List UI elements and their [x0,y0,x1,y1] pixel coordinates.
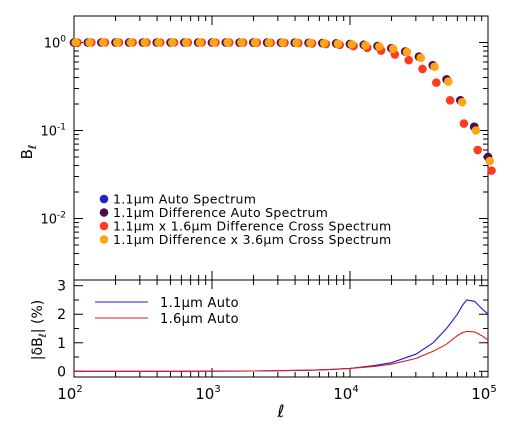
beam-data-points [69,38,496,175]
top-y-axis-label: Bℓ [18,145,39,160]
series-points-0 [69,38,493,162]
data-point [168,38,177,47]
data-point [485,156,495,166]
legend-marker [99,235,109,244]
data-point [471,126,481,135]
series-points-2 [73,38,496,175]
data-point [473,145,483,155]
top-y-tick-label: 10-1 [40,122,66,139]
beam-uncertainty-panel: 0 1 2 3 102 103 104 105 |δBℓ| (%) ℓ 1.1μm Auto… [30,279,497,422]
data-point [264,38,274,47]
legend-label: 1.6μm Auto [160,312,239,327]
x-tick-label: 104 [333,384,358,403]
data-point [416,53,426,63]
legend-marker [99,194,109,204]
data-point [347,39,357,49]
legend-label: 1.1μm Difference Auto Spectrum [113,205,328,220]
bottom-plot-frame [73,279,489,378]
data-point [402,47,412,57]
bottom-y-tick-label: 1 [57,336,66,352]
data-point [375,42,384,51]
data-point [292,38,301,48]
legend-label: 1.1μm Difference x 3.6μm Cross Spectrum [113,232,391,247]
legend-label: 1.1μm Auto [160,296,239,311]
x-tick-label: 105 [471,384,496,403]
data-point [85,38,94,47]
series-points-3 [71,38,495,166]
bottom-x-axis: 102 103 104 105 [57,280,497,403]
data-point [306,38,315,48]
bottom-y-tick-label: 0 [57,364,66,380]
data-point [457,97,467,107]
data-point [432,78,441,87]
data-point [126,38,136,47]
uncertainty-lines [74,299,489,372]
data-point [418,64,427,74]
bottom-y-axis: 0 1 2 3 [57,279,488,380]
legend-marker [99,221,109,231]
data-point [404,55,414,65]
uncertainty-line-1 [74,330,489,372]
data-point [361,40,370,50]
data-point [112,38,122,47]
data-point [140,38,150,47]
data-point [430,62,439,72]
series-points-1 [69,38,493,162]
x-tick-label: 102 [57,384,82,403]
top-y-axis: 100 10-1 10-2 [40,15,488,281]
legend-label: 1.1μm Auto Spectrum [113,192,256,207]
top-x-minor-ticks [73,16,489,280]
top-y-tick-label: 100 [44,34,67,51]
x-tick-label: 103 [195,384,220,403]
x-axis-label: ℓ [276,402,284,422]
data-point [445,96,455,105]
legend-label: 1.1μm x 1.6μm Difference Cross Spectrum [113,219,391,234]
data-point [487,166,496,175]
data-point [319,38,329,48]
data-point [444,77,453,86]
data-point [250,38,260,47]
data-point [388,44,398,54]
data-point [209,38,219,47]
data-point [181,38,191,47]
data-point [71,38,81,47]
data-point [237,38,246,47]
data-point [223,38,232,47]
uncertainty-line-0 [74,299,489,372]
top-y-tick-label: 10-2 [40,210,66,227]
bottom-y-axis-label: |δBℓ| (%) [30,300,49,360]
data-point [278,38,288,47]
data-point [333,39,343,48]
legend-marker [99,208,109,217]
bottom-y-tick-label: 3 [57,279,66,295]
bottom-y-tick-label: 2 [57,307,66,323]
data-point [459,119,469,128]
data-point [98,38,108,47]
data-point [195,38,205,47]
data-point [154,38,163,47]
